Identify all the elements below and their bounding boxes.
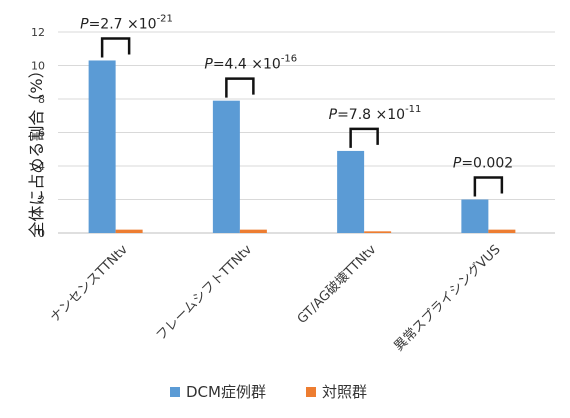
category-labels: ナンセンスTTNtv フレームシフトTTNtv GT/AG破壊TTNtv 異常スプライ…: [48, 242, 504, 354]
y-tick-label: 12: [31, 26, 45, 39]
p-value-label: P=0.002: [453, 156, 513, 172]
p-value-label: P=4.4 ×10-16: [204, 54, 297, 73]
bar-dcm: [88, 60, 116, 233]
bar-control: [364, 231, 392, 233]
bar-control: [488, 229, 516, 233]
y-tick-label: 10: [31, 60, 45, 73]
p-value-label: P=2.7 ×10-21: [80, 13, 173, 32]
p-value-annotations: P=2.7 ×10-21 P=4.4 ×10-16 P=7.8 ×10-11 P=0.…: [80, 13, 513, 197]
bar-control: [115, 229, 143, 233]
legend-swatch-control: [306, 387, 316, 397]
legend: DCM症例群 対照群: [170, 383, 367, 401]
legend-swatch-dcm: [170, 387, 180, 397]
y-tick-label: 8: [38, 93, 45, 106]
significance-bracket: [225, 77, 255, 98]
bar-control: [239, 229, 267, 233]
gridlines: [58, 31, 555, 234]
bars: [88, 60, 516, 233]
category-label: 異常スプライシングVUS: [392, 242, 504, 354]
bar-dcm: [461, 199, 489, 233]
significance-bracket: [100, 37, 131, 58]
bar-dcm: [212, 100, 240, 233]
y-tick-label: 4: [38, 160, 45, 173]
y-tick-label: 0: [38, 227, 45, 240]
category-label: GT/AG破壊TTNtv: [295, 242, 380, 327]
y-axis-label: 全体に占める割合（%）: [27, 62, 46, 237]
category-label: ナンセンスTTNtv: [48, 242, 132, 326]
legend-label-dcm: DCM症例群: [186, 383, 266, 401]
y-tick-labels: 0 2 4 6 8 10 12: [31, 26, 45, 240]
significance-bracket: [349, 127, 379, 148]
legend-label-control: 対照群: [322, 383, 367, 401]
significance-bracket: [473, 176, 504, 197]
bar-dcm: [337, 150, 365, 233]
category-label: フレームシフトTTNtv: [154, 242, 256, 344]
y-tick-label: 6: [38, 127, 45, 140]
y-tick-label: 2: [38, 194, 45, 207]
p-value-label: P=7.8 ×10-11: [329, 104, 422, 123]
